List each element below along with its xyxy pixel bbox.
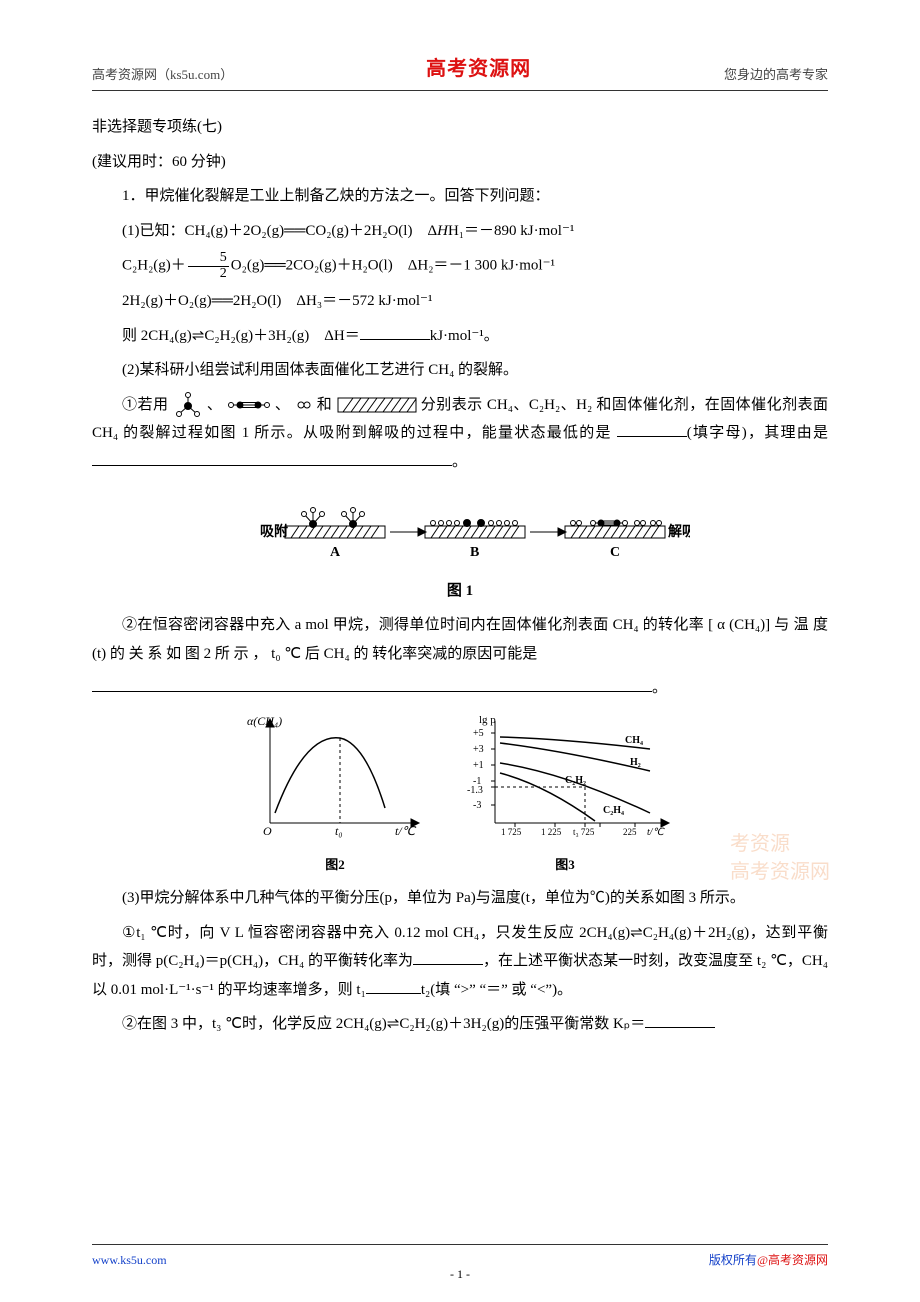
doc-title: 非选择题专项练(七): [92, 113, 828, 142]
q2-intro: (2)某科研小组尝试利用固体表面催化工艺进行 CH₄ 的裂解。: [92, 356, 828, 385]
eq4-left: 则 2CH₄(g)⇌C₂H₂(g)＋3H₂(g) ΔH＝: [122, 328, 360, 344]
svg-text:-1.3: -1.3: [467, 785, 483, 796]
ch4-icon: [173, 397, 207, 413]
blank-letter: [617, 421, 687, 437]
eq1-text: (1)已知：CH₄(g)＋2O₂(g)══CO₂(g)＋2H₂O(l) Δ: [122, 223, 437, 239]
fig3-caption: 图3: [455, 853, 675, 878]
footer-page-number: - 1 -: [92, 1263, 828, 1286]
q2-1a: ①若用: [122, 397, 168, 413]
q2-2-text: ②在恒容密闭容器中充入 a mol 甲烷，测得单位时间内在固体催化剂表面 CH₄…: [92, 617, 828, 662]
svg-text:H₂: H₂: [630, 757, 641, 768]
figure-2: α(CH₄) O t₀ t/℃ 图2: [245, 713, 425, 878]
q2-1: ①若用 、 、 和: [92, 391, 828, 477]
svg-text:225: 225: [623, 827, 637, 837]
q2-2-blankline: 。: [92, 674, 828, 703]
svg-text:O: O: [263, 824, 272, 838]
blank-kp: [645, 1012, 715, 1028]
header-right: 您身边的高考专家: [724, 63, 828, 88]
fig1-B: B: [470, 545, 479, 560]
figure-3: lg p +5 +3 +1 -1 -1.3 -3 CH₄ H₂ C₂H₂ C₂H…: [455, 713, 675, 878]
document-body: 非选择题专项练(七) (建议用时：60 分钟) 1．甲烷催化裂解是工业上制备乙炔…: [92, 113, 828, 1039]
blank-t1t2: [366, 978, 421, 994]
q2-1c: 、: [275, 397, 290, 413]
fig3-ylabel: lg p: [479, 714, 496, 726]
svg-text:1 225: 1 225: [541, 827, 562, 837]
eq2-right: O₂(g)══2CO₂(g)＋H₂O(l) ΔH₂＝－1 300 kJ·mol⁻…: [231, 258, 555, 274]
fig2-t0: t₀: [335, 824, 343, 838]
c2h2-icon: [227, 397, 275, 413]
doc-subtitle: (建议用时：60 分钟): [92, 148, 828, 177]
h2-icon: [295, 397, 317, 413]
q3-2a: ②在图 3 中，t₃ ℃时，化学反应 2CH₄(g)⇌C₂H₂(g)＋3H₂(g…: [122, 1016, 645, 1032]
page-footer: www.ks5u.com 版权所有@高考资源网 - 1 -: [92, 1244, 828, 1272]
svg-text:-3: -3: [473, 800, 481, 811]
svg-text:t₃ 725: t₃ 725: [573, 827, 595, 837]
blank-reason: [92, 450, 452, 466]
eq1-h: H₁＝－890 kJ·mol⁻¹: [448, 223, 574, 239]
q1-intro: 1．甲烷催化裂解是工业上制备乙炔的方法之一。回答下列问题：: [92, 182, 828, 211]
fig1-C: C: [610, 545, 620, 560]
q2-1d: 和: [317, 397, 332, 413]
blank-reason2: [92, 676, 652, 692]
fig1-caption: 图 1: [92, 577, 828, 606]
blank-dh: [360, 324, 430, 340]
svg-text:+5: +5: [473, 728, 484, 739]
page-header: 高考资源网（ks5u.com） 高考资源网 您身边的高考专家: [92, 50, 828, 91]
svg-text:C₂H₂: C₂H₂: [565, 775, 586, 786]
header-center-logo: 高考资源网: [426, 50, 531, 88]
catalyst-icon: [337, 397, 421, 413]
figure-1: 吸附 解吸 A B C 图 1: [92, 486, 828, 605]
eq2: C₂H₂(g)＋52O₂(g)══2CO₂(g)＋H₂O(l) ΔH₂＝－1 3…: [92, 251, 828, 281]
q3-2: ②在图 3 中，t₃ ℃时，化学反应 2CH₄(g)⇌C₂H₂(g)＋3H₂(g…: [92, 1010, 828, 1039]
eq3: 2H₂(g)＋O₂(g)══2H₂O(l) ΔH₃＝－572 kJ·mol⁻¹: [92, 287, 828, 316]
header-left: 高考资源网（ks5u.com）: [92, 63, 233, 88]
fig1-A: A: [330, 545, 341, 560]
q2-1f: (填字母)，其理由是: [687, 425, 828, 441]
fig2-ylabel: α(CH₄): [247, 714, 282, 728]
fig2-xlabel: t/℃: [395, 824, 417, 838]
svg-text:CH₄: CH₄: [625, 735, 643, 746]
svg-text:+3: +3: [473, 744, 484, 755]
svg-text:+1: +1: [473, 760, 484, 771]
blank-conv: [413, 949, 483, 965]
svg-text:1 725: 1 725: [501, 827, 522, 837]
eq1: (1)已知：CH₄(g)＋2O₂(g)══CO₂(g)＋2H₂O(l) ΔHH₁…: [92, 217, 828, 246]
q3-intro: (3)甲烷分解体系中几种气体的平衡分压(p，单位为 Pa)与温度(t，单位为℃)…: [92, 884, 828, 913]
q2-2: ②在恒容密闭容器中充入 a mol 甲烷，测得单位时间内在固体催化剂表面 CH₄…: [92, 611, 828, 668]
figures-2-3: α(CH₄) O t₀ t/℃ 图2: [92, 713, 828, 878]
q2-1b: 、: [207, 397, 222, 413]
q3-1c: t₂(填 “>” “＝” 或 “<”)。: [421, 982, 572, 998]
svg-text:C₂H₄: C₂H₄: [603, 805, 624, 816]
eq2-frac: 52: [188, 251, 229, 281]
fig1-desorb-label: 解吸: [668, 523, 690, 540]
eq4-unit: kJ·mol⁻¹。: [430, 328, 499, 344]
eq4: 则 2CH₄(g)⇌C₂H₂(g)＋3H₂(g) ΔH＝ kJ·mol⁻¹。: [92, 322, 828, 351]
svg-text:t/℃: t/℃: [647, 827, 666, 838]
fig2-caption: 图2: [245, 853, 425, 878]
q3-1: ①t₁ ℃时，向 V L 恒容密闭容器中充入 0.12 mol CH₄，只发生反…: [92, 919, 828, 1005]
fig1-adsorb-label: 吸附: [260, 523, 288, 540]
eq2-left: C₂H₂(g)＋: [122, 258, 186, 274]
